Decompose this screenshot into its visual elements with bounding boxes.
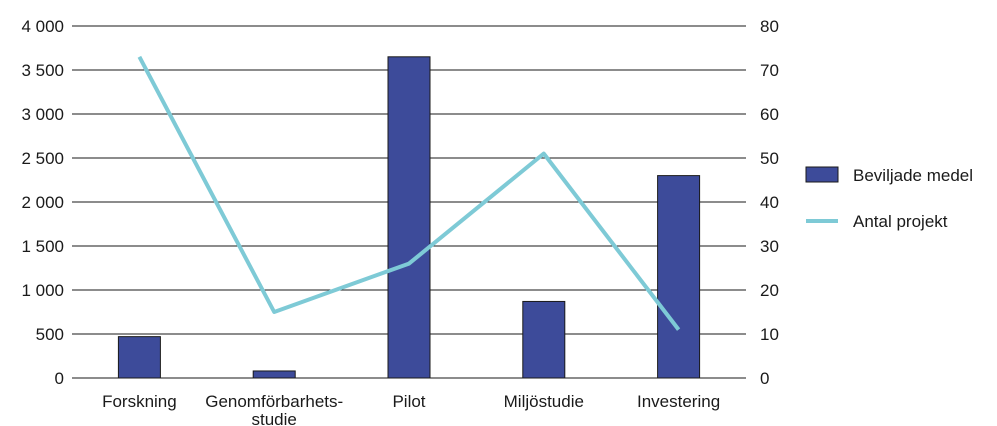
bar-series <box>117 56 701 379</box>
left-tick-label: 1 500 <box>21 237 64 256</box>
bar <box>387 56 431 379</box>
bar <box>252 370 296 379</box>
category-labels: Forskning Genomförbarhets-studie Pilot Milj… <box>102 392 720 426</box>
bar <box>522 300 566 379</box>
left-tick-label: 1 000 <box>21 281 64 300</box>
left-tick-label: 2 000 <box>21 193 64 212</box>
legend: Beviljade medel Antal projekt <box>805 166 973 231</box>
right-axis-ticks: 0 10 20 30 40 50 60 70 80 <box>760 17 779 388</box>
right-tick-label: 30 <box>760 237 779 256</box>
left-tick-label: 3 000 <box>21 105 64 124</box>
left-tick-label: 500 <box>36 325 64 344</box>
right-tick-label: 70 <box>760 61 779 80</box>
legend-label-bar: Beviljade medel <box>853 166 973 185</box>
right-tick-label: 80 <box>760 17 779 36</box>
category-label: Investering <box>637 392 720 411</box>
bar <box>657 175 701 379</box>
left-tick-label: 0 <box>55 369 64 388</box>
right-tick-label: 0 <box>760 369 769 388</box>
left-tick-label: 2 500 <box>21 149 64 168</box>
legend-swatch-bar <box>805 166 839 183</box>
right-tick-label: 60 <box>760 105 779 124</box>
line-series <box>137 55 681 331</box>
left-tick-label: 4 000 <box>21 17 64 36</box>
legend-label-line: Antal projekt <box>853 212 948 231</box>
right-tick-label: 20 <box>760 281 779 300</box>
right-tick-label: 40 <box>760 193 779 212</box>
category-label: Forskning <box>102 392 177 411</box>
right-tick-label: 10 <box>760 325 779 344</box>
category-label: Pilot <box>392 392 425 411</box>
category-label: Miljöstudie <box>504 392 584 411</box>
left-axis-ticks: 0 500 1 000 1 500 2 000 2 500 3 000 3 500 4 000 <box>21 17 64 388</box>
bar <box>117 336 161 379</box>
right-tick-label: 50 <box>760 149 779 168</box>
left-tick-label: 3 500 <box>21 61 64 80</box>
category-label: Genomförbarhets-studie <box>205 392 343 426</box>
